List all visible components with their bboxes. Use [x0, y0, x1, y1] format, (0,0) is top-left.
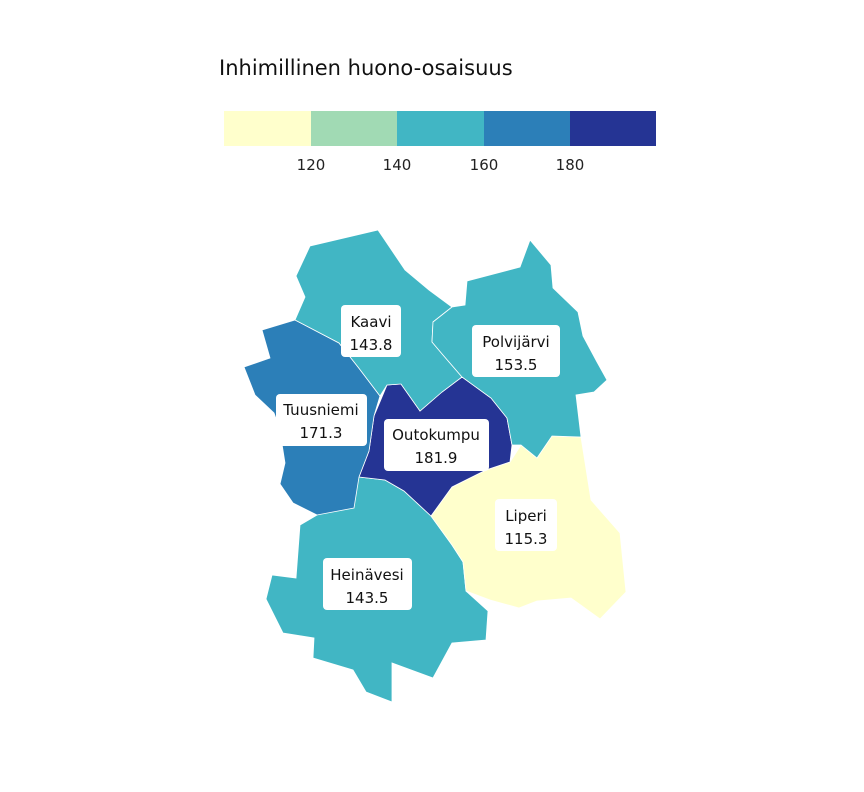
label-name-kaavi: Kaavi	[350, 313, 391, 331]
legend-bin-2	[311, 111, 397, 146]
label-value-polvijarvi: 153.5	[495, 356, 538, 374]
label-value-liperi: 115.3	[505, 530, 548, 548]
label-box-kaavi	[341, 305, 401, 357]
label-value-tuusniemi: 171.3	[300, 424, 343, 442]
legend-bin-3	[397, 111, 484, 146]
label-box-heinavesi	[323, 558, 412, 610]
label-name-outokumpu: Outokumpu	[392, 426, 480, 444]
label-name-polvijarvi: Polvijärvi	[482, 333, 549, 351]
legend-title: Inhimillinen huono-osaisuus	[219, 56, 513, 80]
label-box-tuusniemi	[276, 394, 367, 446]
label-box-outokumpu	[384, 419, 489, 471]
label-heinavesi: Heinävesi 143.5	[323, 558, 412, 610]
label-box-polvijarvi	[472, 325, 560, 377]
label-value-heinavesi: 143.5	[346, 589, 389, 607]
label-box-liperi	[495, 499, 557, 551]
label-name-heinavesi: Heinävesi	[330, 566, 403, 584]
label-name-tuusniemi: Tuusniemi	[282, 401, 358, 419]
label-value-kaavi: 143.8	[350, 336, 393, 354]
label-polvijarvi: Polvijärvi 153.5	[472, 325, 560, 377]
legend-tick-1: 120	[297, 156, 326, 174]
legend-tick-4: 180	[556, 156, 585, 174]
label-kaavi: Kaavi 143.8	[341, 305, 401, 357]
legend-ticks: 120 140 160 180	[297, 156, 585, 174]
region-labels: Kaavi 143.8 Polvijärvi 153.5 Tuusniemi 1…	[276, 305, 560, 610]
label-outokumpu: Outokumpu 181.9	[384, 419, 489, 471]
label-liperi: Liperi 115.3	[495, 499, 557, 551]
legend-bin-4	[484, 111, 570, 146]
label-tuusniemi: Tuusniemi 171.3	[276, 394, 367, 446]
label-value-outokumpu: 181.9	[415, 449, 458, 467]
legend-bin-5	[570, 111, 656, 146]
legend-bin-1	[224, 111, 311, 146]
label-name-liperi: Liperi	[505, 507, 547, 525]
legend-tick-2: 140	[383, 156, 412, 174]
legend-tick-3: 160	[470, 156, 499, 174]
legend-colorbar	[224, 111, 656, 146]
